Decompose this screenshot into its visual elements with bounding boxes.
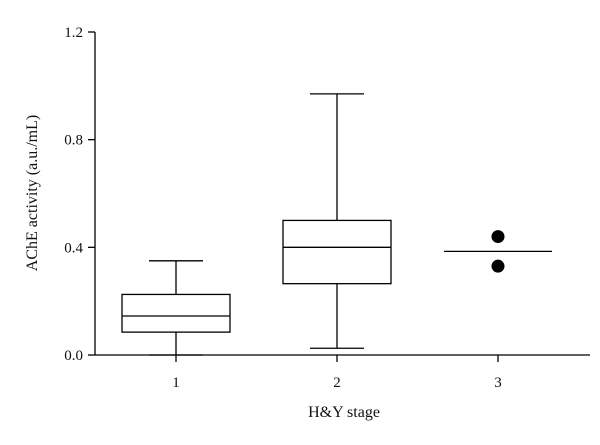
data-point	[491, 230, 505, 244]
iqr-box	[121, 293, 231, 333]
y-axis-title: AChE activity (a.u./mL)	[24, 115, 41, 271]
iqr-box	[282, 219, 392, 285]
box-group-stage-2	[282, 93, 392, 349]
x-tick-label: 3	[494, 375, 502, 391]
x-tick-label: 1	[172, 375, 180, 391]
data-point	[491, 259, 505, 273]
x-axis-title: H&Y stage	[308, 404, 380, 421]
y-tick-label: 0.8	[64, 133, 83, 149]
y-tick-label: 0.0	[64, 348, 83, 364]
box-group-stage-1	[121, 260, 231, 356]
y-tick-label: 1.2	[64, 25, 83, 41]
axes: 0.0 0.4 0.8 1.2 1 2 3	[64, 25, 590, 391]
stage-3-group	[444, 230, 552, 273]
x-tick-label: 2	[333, 375, 341, 391]
plot-marks	[121, 93, 552, 356]
y-tick-label: 0.4	[64, 240, 83, 256]
